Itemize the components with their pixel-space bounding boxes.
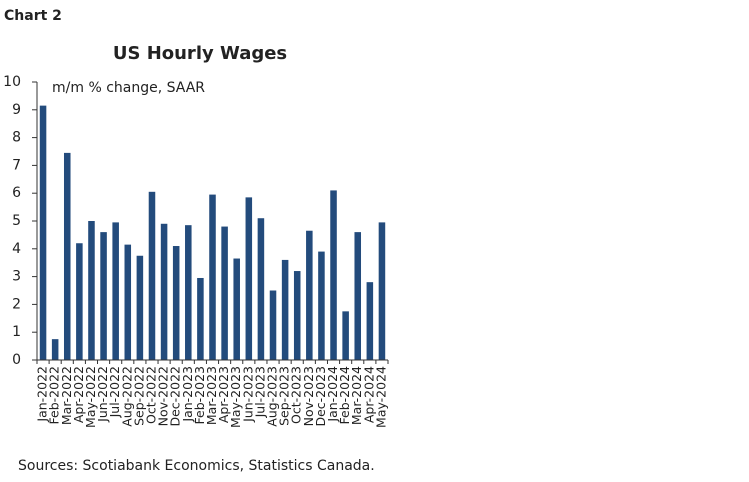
x-tick-label: May-2024 bbox=[373, 366, 388, 428]
y-tick-label: 8 bbox=[12, 130, 21, 146]
x-tick-label: Sep-2022 bbox=[131, 366, 146, 426]
x-tick-label: Jul-2023 bbox=[252, 366, 267, 418]
x-tick-label: Mar-2024 bbox=[349, 366, 364, 425]
x-tick-label: Feb-2024 bbox=[337, 366, 352, 425]
x-tick-label: Jan-2022 bbox=[35, 366, 50, 423]
x-tick-label: Mar-2023 bbox=[204, 366, 219, 425]
y-tick-label: 1 bbox=[12, 324, 21, 340]
x-tick-label: Aug-2023 bbox=[265, 366, 280, 427]
y-tick-label: 9 bbox=[12, 102, 21, 118]
bar bbox=[148, 191, 156, 360]
y-tick-label: 5 bbox=[12, 213, 21, 229]
x-tick-label: Nov-2022 bbox=[156, 366, 171, 426]
bar bbox=[221, 226, 228, 360]
x-tick-label: Jan-2023 bbox=[180, 366, 195, 423]
bar bbox=[63, 152, 71, 360]
x-tick-label: Aug-2022 bbox=[119, 366, 134, 427]
bar bbox=[342, 311, 349, 360]
bar bbox=[124, 244, 132, 360]
bar bbox=[172, 246, 180, 360]
bar bbox=[160, 223, 168, 360]
x-tick-label: Feb-2023 bbox=[192, 366, 207, 424]
bar bbox=[185, 225, 192, 360]
y-tick-label: 7 bbox=[12, 157, 21, 173]
x-tick-label: Sep-2023 bbox=[277, 366, 292, 426]
x-tick-label: Nov-2023 bbox=[301, 366, 316, 426]
y-tick-label: 6 bbox=[12, 185, 21, 201]
bar bbox=[306, 230, 313, 360]
x-tick-label: Apr-2023 bbox=[216, 366, 231, 423]
y-tick-label: 4 bbox=[12, 241, 21, 257]
x-tick-label: Jul-2022 bbox=[107, 366, 122, 418]
x-tick-label: Feb-2022 bbox=[47, 366, 62, 424]
bar bbox=[233, 258, 240, 360]
x-tick-label: Oct-2022 bbox=[143, 366, 158, 424]
figure-label: Chart 2 bbox=[4, 8, 62, 24]
x-tick-label: Apr-2022 bbox=[71, 366, 86, 423]
bar bbox=[366, 282, 374, 360]
source-note: Sources: Scotiabank Economics, Statistic… bbox=[18, 458, 375, 474]
bar bbox=[88, 221, 95, 360]
x-tick-label: Apr-2024 bbox=[361, 366, 376, 423]
bar bbox=[269, 290, 277, 360]
bar bbox=[257, 218, 265, 360]
y-tick-label: 2 bbox=[12, 296, 21, 312]
bar bbox=[330, 190, 337, 360]
chart-subtitle: m/m % change, SAAR bbox=[52, 80, 205, 96]
bar bbox=[354, 232, 362, 360]
x-tick-label: Jan-2024 bbox=[325, 366, 340, 423]
chart-title: US Hourly Wages bbox=[113, 43, 287, 64]
x-tick-label: Jun-2023 bbox=[240, 366, 255, 423]
x-tick-label: Jun-2022 bbox=[95, 366, 110, 423]
bar bbox=[318, 251, 325, 360]
x-tick-label: Dec-2023 bbox=[313, 366, 328, 427]
bar bbox=[136, 255, 144, 360]
bar bbox=[245, 197, 253, 360]
x-tick-label: May-2022 bbox=[83, 366, 98, 428]
bar bbox=[112, 222, 119, 360]
bar bbox=[100, 232, 107, 360]
bar bbox=[378, 222, 386, 360]
bar bbox=[209, 194, 216, 360]
x-tick-label: Mar-2022 bbox=[59, 366, 74, 425]
x-tick-label: May-2023 bbox=[228, 366, 243, 428]
y-tick-label: 0 bbox=[12, 352, 21, 368]
bar bbox=[76, 243, 83, 360]
bar bbox=[281, 259, 289, 360]
x-tick-label: Dec-2022 bbox=[168, 366, 183, 427]
bar bbox=[293, 271, 301, 360]
y-tick-label: 10 bbox=[3, 74, 21, 90]
bar bbox=[39, 105, 47, 360]
bar bbox=[197, 277, 204, 360]
y-tick-label: 3 bbox=[12, 269, 21, 285]
x-tick-label: Oct-2023 bbox=[289, 366, 304, 424]
bar bbox=[51, 339, 59, 360]
